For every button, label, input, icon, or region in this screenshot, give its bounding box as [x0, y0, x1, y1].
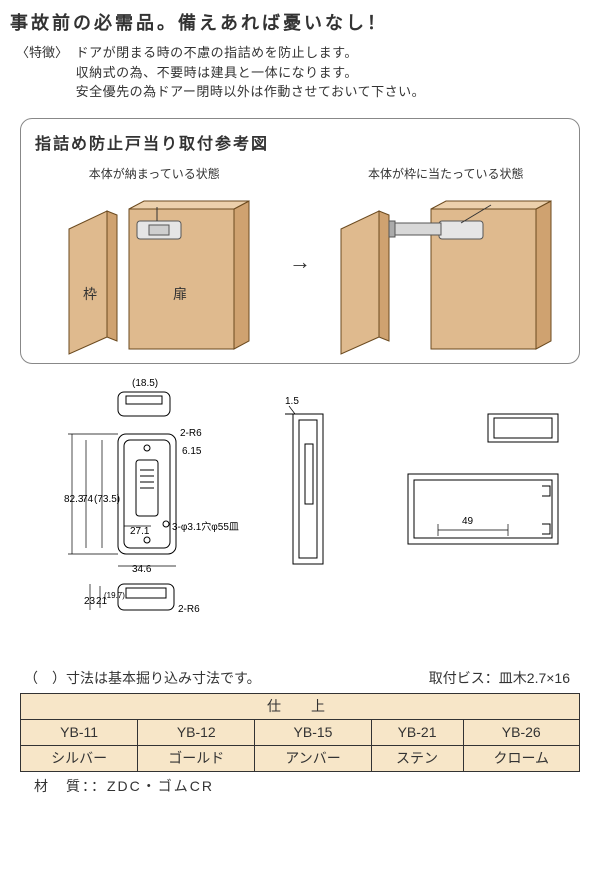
tech-top-view: 49	[378, 374, 578, 654]
dimension-notes: （ ）寸法は基本掘り込み寸法です。 取付ビス：皿木2.7×16	[24, 668, 590, 689]
dim-82-3: 82.3	[64, 494, 84, 505]
finish-name-1: ゴールド	[138, 745, 255, 771]
dim-27-1: 27.1	[130, 526, 150, 537]
dim-3phi: 3-φ3.1穴φ55皿	[172, 520, 239, 533]
finish-code-4: YB-26	[463, 719, 579, 745]
table-row: YB-11 YB-12 YB-15 YB-21 YB-26	[21, 719, 580, 745]
diagram-right-svg	[331, 189, 561, 359]
finish-name-4: クローム	[463, 745, 579, 771]
dim-19-7: (19.7)	[104, 591, 125, 600]
arrow-icon: →	[274, 245, 327, 278]
finish-code-3: YB-21	[371, 719, 463, 745]
finish-code-0: YB-11	[21, 719, 138, 745]
dim-18-5: (18.5)	[132, 378, 158, 389]
finish-name-3: ステン	[371, 745, 463, 771]
technical-drawings: (18.5) 2-R6 6.15 82.3 74 (73.5) 27.1 3-φ…	[10, 374, 590, 654]
dim-2r6a: 2-R6	[180, 428, 202, 439]
dim-73-5: (73.5)	[94, 494, 120, 505]
finish-name-2: アンバー	[255, 745, 371, 771]
diagram-right: 本体が枠に当たっている状態	[327, 165, 566, 359]
finish-code-1: YB-12	[138, 719, 255, 745]
dim-2r6b: 2-R6	[178, 604, 200, 615]
diagram-left-svg: 枠 扉	[49, 189, 259, 359]
features-block: 〈特徴〉 ドアが閉まる時の不慮の指詰めを防止します。 収納式の為、不要時は建具と…	[16, 43, 590, 102]
tech-front-view: (18.5) 2-R6 6.15 82.3 74 (73.5) 27.1 3-φ…	[22, 374, 242, 654]
label-door: 扉	[173, 286, 187, 302]
diagram-title: 指詰め防止戸当り取付参考図	[35, 133, 565, 157]
installation-diagram-panel: 指詰め防止戸当り取付参考図 本体が納まっている状態 枠 扉	[20, 118, 580, 364]
diagram-right-caption: 本体が枠に当たっている状態	[327, 165, 566, 183]
table-row: シルバー ゴールド アンバー ステン クローム	[21, 745, 580, 771]
feature-line-1: 収納式の為、不要時は建具と一体になります。	[76, 63, 425, 83]
finish-header: 仕 上	[21, 693, 580, 719]
feature-line-0: ドアが閉まる時の不慮の指詰めを防止します。	[76, 43, 425, 63]
headline: 事故前の必需品。備えあれば憂いなし！	[10, 10, 590, 37]
finish-name-0: シルバー	[21, 745, 138, 771]
dim-1-5: 1.5	[285, 396, 299, 407]
feature-line-2: 安全優先の為ドアー閉時以外は作動させておいて下さい。	[76, 82, 425, 102]
tech-side-view: 1.5	[265, 374, 355, 654]
note-screw: 取付ビス：皿木2.7×16	[429, 668, 570, 689]
label-frame: 枠	[83, 286, 97, 302]
note-horikomi: （ ）寸法は基本掘り込み寸法です。	[24, 668, 261, 689]
dim-6-15: 6.15	[182, 446, 202, 457]
dim-49: 49	[462, 516, 474, 527]
finish-code-2: YB-15	[255, 719, 371, 745]
features-label: 〈特徴〉	[16, 43, 68, 63]
material-line: 材 質：：ZDC・ゴムCR	[34, 776, 590, 797]
diagram-left-caption: 本体が納まっている状態	[35, 165, 274, 183]
dim-74: 74	[82, 494, 94, 505]
finish-table: 仕 上 YB-11 YB-12 YB-15 YB-21 YB-26 シルバー ゴ…	[20, 693, 580, 772]
diagram-left: 本体が納まっている状態 枠 扉	[35, 165, 274, 359]
